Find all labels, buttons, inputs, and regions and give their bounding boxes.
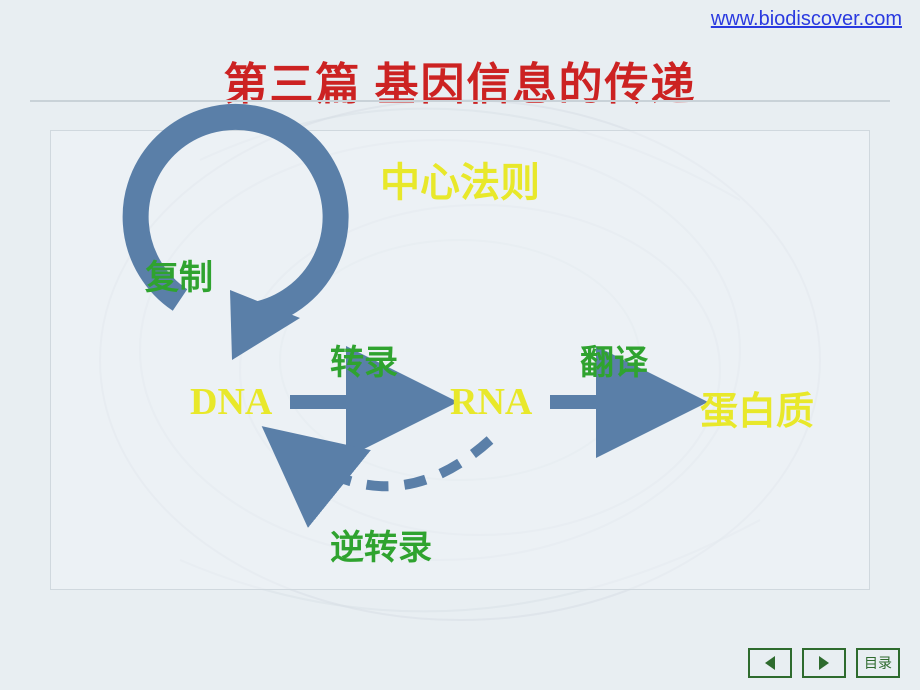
- next-button[interactable]: [802, 648, 846, 678]
- label-translation: 翻译: [580, 335, 648, 384]
- node-protein: 蛋白质: [700, 380, 814, 435]
- label-replication: 复制: [145, 250, 213, 299]
- label-reverse: 逆转录: [330, 520, 432, 569]
- node-dna: DNA: [190, 380, 272, 424]
- label-transcription: 转录: [330, 335, 398, 384]
- prev-button[interactable]: [748, 648, 792, 678]
- node-rna: RNA: [450, 380, 532, 424]
- replication-loop-arrow: [0, 0, 920, 690]
- nav-bar: 目录: [748, 648, 900, 678]
- toc-button[interactable]: 目录: [856, 648, 900, 678]
